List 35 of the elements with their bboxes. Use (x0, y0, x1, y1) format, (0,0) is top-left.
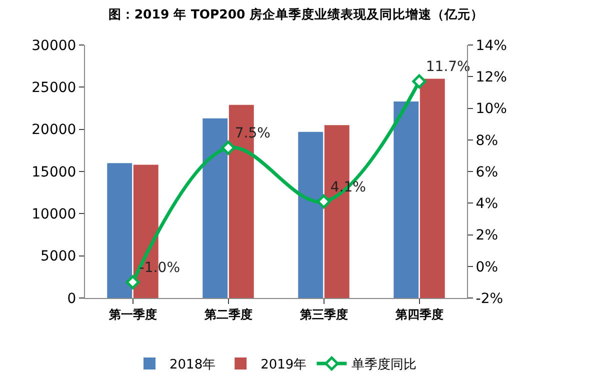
y-tick-label: 5000 (40, 248, 76, 265)
y2-tick-label: 6% (476, 164, 498, 180)
y-tick-label: 25000 (32, 80, 76, 96)
y2-tick-label: -2% (476, 290, 504, 307)
y-tick-label: 10000 (32, 206, 76, 223)
data-label: 11.7% (426, 59, 470, 76)
x-tick-label: 第一季度 (108, 307, 157, 322)
bar (202, 118, 228, 298)
point (412, 74, 426, 88)
y-tick-label: 20000 (32, 122, 76, 138)
bar (420, 78, 445, 298)
point (126, 275, 140, 290)
y-tick-label: 0 (67, 290, 76, 307)
data-label: 4.1% (330, 179, 366, 196)
x-tick-label: 第三季度 (298, 307, 348, 322)
bar (107, 163, 132, 298)
x-tick-label: 第二季度 (203, 307, 252, 322)
y2-tick-label: 2% (476, 228, 498, 244)
bar (298, 132, 324, 298)
y2-tick-label: 12% (476, 70, 507, 86)
y2-tick-label: 4% (476, 196, 498, 212)
bar (394, 102, 419, 298)
y2-tick-label: 8% (476, 132, 498, 149)
y2-tick-label: 10% (476, 101, 507, 118)
y2-tick-label: 0% (476, 259, 498, 276)
legend-label: 2019年 (260, 358, 307, 373)
point (316, 194, 331, 209)
chart-title: 图：2019 年 TOP200 房企单季度业绩表现及同比增速（亿元） (108, 6, 484, 22)
x-tick-label: 第四季度 (394, 307, 444, 322)
y-tick-label: 30000 (32, 38, 76, 54)
legend-label: 单季度同比 (352, 356, 417, 373)
legend-label: 2018年 (170, 358, 216, 373)
point (221, 140, 236, 155)
y2-tick-label: 14% (476, 38, 507, 54)
y-tick-label: 15000 (32, 164, 76, 180)
